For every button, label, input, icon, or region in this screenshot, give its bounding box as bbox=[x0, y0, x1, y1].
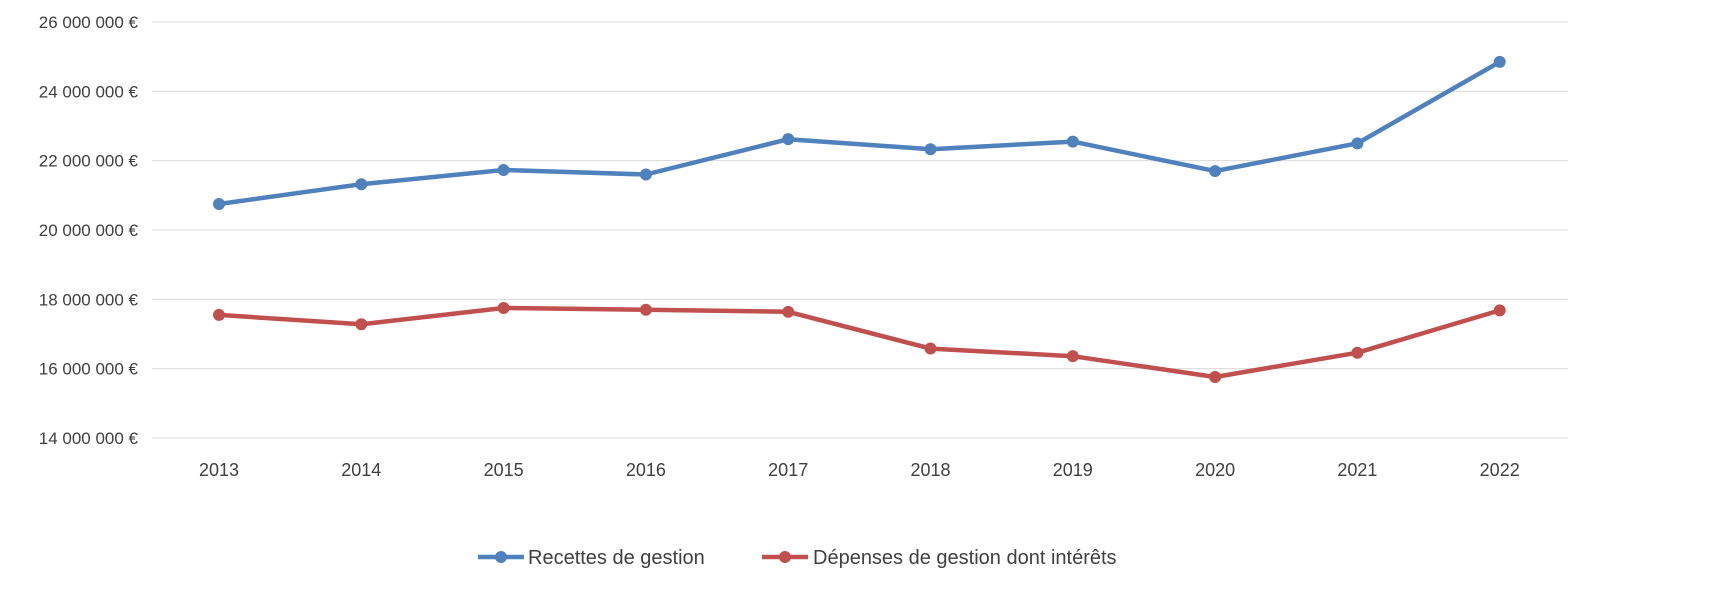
x-tick-label: 2013 bbox=[199, 460, 239, 480]
x-tick-label: 2019 bbox=[1053, 460, 1093, 480]
x-tick-label: 2018 bbox=[910, 460, 950, 480]
data-point bbox=[924, 342, 937, 355]
data-point bbox=[213, 308, 225, 321]
data-point bbox=[497, 164, 510, 177]
data-point bbox=[1066, 135, 1079, 148]
data-point bbox=[639, 168, 652, 181]
y-tick-label: 20 000 000 € bbox=[39, 221, 139, 240]
data-point bbox=[1351, 137, 1364, 150]
data-point bbox=[1209, 370, 1222, 383]
series-line-2 bbox=[216, 305, 1502, 380]
x-tick-label: 2014 bbox=[341, 460, 381, 480]
gridlines bbox=[152, 21, 1568, 439]
y-tick-label: 22 000 000 € bbox=[39, 152, 139, 171]
x-tick-label: 2015 bbox=[484, 460, 524, 480]
y-tick-label: 24 000 000 € bbox=[39, 82, 139, 101]
legend-marker bbox=[779, 551, 791, 563]
series-line-1 bbox=[216, 59, 1502, 207]
data-point bbox=[1351, 346, 1364, 359]
legend: Recettes de gestion Dépenses de gestion d… bbox=[478, 547, 1117, 569]
x-tick-label: 2021 bbox=[1337, 460, 1377, 480]
legend-item: Dépenses de gestion dont intérêts bbox=[762, 547, 1117, 569]
data-point bbox=[355, 318, 368, 331]
data-point bbox=[924, 143, 937, 156]
legend-label: Recettes de gestion bbox=[528, 547, 705, 569]
data-point bbox=[497, 302, 510, 314]
y-axis: 14 000 000 € 16 000 000 € 18 000 000 € 20 0… bbox=[39, 13, 139, 448]
legend-item: Recettes de gestion bbox=[478, 547, 705, 569]
x-tick-label: 2016 bbox=[626, 460, 666, 480]
legend-label: Dépenses de gestion dont intérêts bbox=[813, 547, 1117, 569]
data-point bbox=[1493, 55, 1506, 68]
series-lines bbox=[213, 55, 1506, 383]
data-point bbox=[1066, 350, 1079, 363]
data-point bbox=[1493, 304, 1506, 317]
data-point bbox=[639, 303, 652, 316]
data-point bbox=[782, 133, 795, 146]
y-tick-label: 16 000 000 € bbox=[39, 360, 139, 379]
x-tick-label: 2022 bbox=[1480, 460, 1520, 480]
x-axis: 2013 2014 2015 2016 2017 2018 2019 2020 2021 2022 bbox=[199, 460, 1520, 480]
data-point bbox=[213, 198, 225, 210]
y-tick-label: 14 000 000 € bbox=[39, 429, 139, 448]
legend-marker bbox=[495, 551, 507, 563]
x-tick-label: 2017 bbox=[768, 460, 808, 480]
x-tick-label: 2020 bbox=[1195, 460, 1235, 480]
data-point bbox=[782, 305, 795, 318]
y-tick-label: 18 000 000 € bbox=[39, 290, 139, 309]
data-point bbox=[1209, 165, 1222, 178]
data-point bbox=[355, 178, 368, 191]
y-tick-label: 26 000 000 € bbox=[39, 13, 139, 32]
